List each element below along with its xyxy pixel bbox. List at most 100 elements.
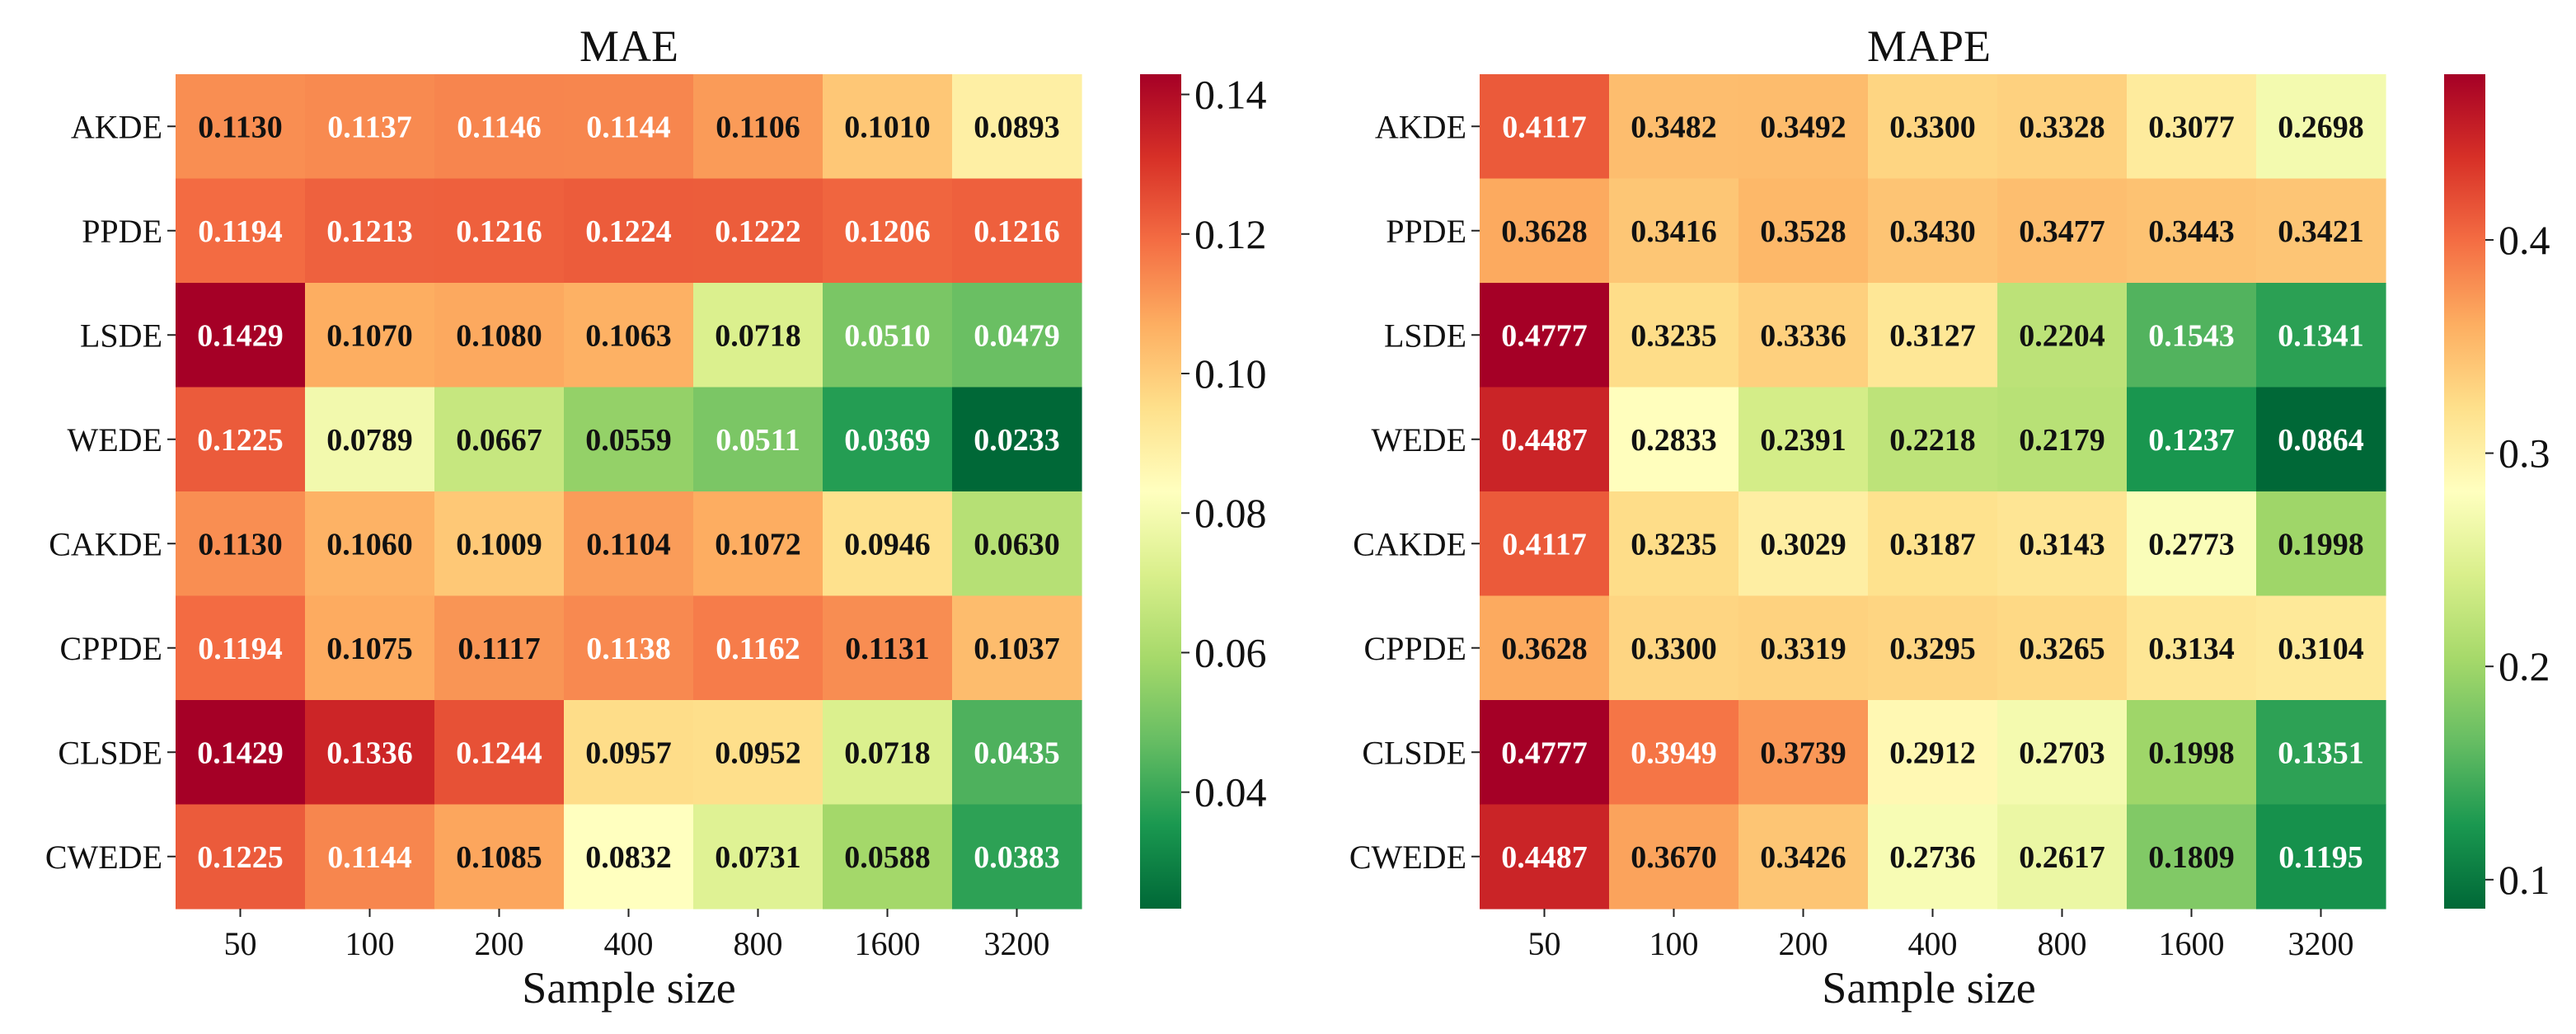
- mape-cell: [1868, 283, 1998, 388]
- mae-cell: [305, 74, 435, 180]
- mae-cell-label: 0.0559: [585, 423, 672, 458]
- mae-cell: [823, 804, 953, 909]
- mape-cell-label: 0.3528: [1760, 214, 1846, 249]
- mape-cell: [2127, 178, 2257, 284]
- mape-cell-label: 0.3426: [1760, 840, 1846, 875]
- mae-cell-label: 0.1429: [197, 318, 284, 353]
- mape-cell: [1738, 74, 1869, 180]
- mae-cell-label: 0.1080: [456, 318, 542, 353]
- mape-cell-label: 0.3319: [1760, 632, 1846, 666]
- mape-cell-label: 0.3416: [1631, 214, 1717, 249]
- mape-x-tick-label: 50: [1528, 925, 1561, 962]
- mape-colorbar-tick-label: 0.2: [2499, 643, 2550, 689]
- mape-cell-label: 0.2736: [1889, 840, 1976, 875]
- mae-x-tick-label: 50: [224, 925, 257, 962]
- mape-y-tick-label: PPDE: [1386, 213, 1466, 250]
- mape-cell: [1738, 804, 1869, 909]
- mae-cell-label: 0.1075: [326, 632, 413, 666]
- mape-cell-label: 0.2912: [1889, 736, 1976, 770]
- mae-cell-label: 0.1037: [974, 632, 1060, 666]
- mape-cell-label: 0.2833: [1631, 423, 1717, 458]
- mape-heatmap-panel: MAPE 0.4117 0.3482 0.3492 0.3300 0.3328 0.307…: [1349, 21, 2550, 1013]
- mae-cell: [952, 283, 1082, 388]
- mae-colorbar: 0.04 0.06 0.08 0.10 0.12 0.14: [1140, 72, 1267, 909]
- mape-cell-label: 0.3295: [1889, 632, 1976, 666]
- mae-cell-label: 0.1146: [457, 110, 541, 144]
- mape-cell: [2256, 804, 2386, 909]
- mape-cell: [1997, 387, 2128, 492]
- mae-cell-label: 0.0630: [974, 527, 1060, 562]
- mae-colorbar-gradient: [1140, 74, 1181, 909]
- mae-y-tick-label: PPDE: [82, 213, 162, 250]
- mape-cell-label: 0.3328: [2019, 110, 2105, 144]
- mape-cell: [1480, 804, 1610, 909]
- mape-cell-label: 0.4777: [1501, 736, 1588, 770]
- mae-cell: [176, 804, 306, 909]
- mape-cell: [1997, 595, 2128, 701]
- mae-cell-label: 0.1225: [197, 423, 284, 458]
- mape-cell-label: 0.2179: [2019, 423, 2105, 458]
- mape-cell-label: 0.2617: [2019, 840, 2105, 875]
- mape-cell: [1738, 595, 1869, 701]
- mae-cell-label: 0.1194: [198, 632, 282, 666]
- mae-cell: [176, 700, 306, 806]
- mape-cell: [1480, 283, 1610, 388]
- mae-cell-label: 0.1144: [327, 840, 411, 875]
- mae-cell: [434, 283, 565, 388]
- mae-cell-label: 0.0510: [844, 318, 931, 353]
- mae-cell-label: 0.1060: [326, 527, 413, 562]
- mae-cell-label: 0.0731: [715, 840, 801, 875]
- mape-cell-label: 0.1351: [2278, 736, 2364, 770]
- mae-cell: [564, 491, 694, 597]
- mape-cell: [1480, 387, 1610, 492]
- mape-y-axis: AKDE PPDE LSDE WEDE CAKDE CPPDE CLSDE CWEDE: [1349, 108, 1480, 876]
- mape-cell: [1868, 178, 1998, 284]
- mae-cell-label: 0.1162: [716, 632, 800, 666]
- mae-cell: [693, 74, 823, 180]
- mae-cell-label: 0.1117: [457, 632, 540, 666]
- mape-x-tick-label: 200: [1779, 925, 1828, 962]
- mae-y-tick-label: CPPDE: [60, 630, 163, 667]
- mae-cell: [176, 387, 306, 492]
- mae-colorbar-tick-label: 0.08: [1194, 490, 1267, 536]
- mae-x-tick-label: 800: [734, 925, 783, 962]
- mae-colorbar-tick-label: 0.06: [1194, 629, 1267, 675]
- mape-cell: [1868, 595, 1998, 701]
- mae-cell: [693, 387, 823, 492]
- mape-colorbar-gradient: [2444, 74, 2485, 909]
- mae-cell: [305, 491, 435, 597]
- mape-cell-label: 0.4487: [1501, 423, 1588, 458]
- mape-cell: [2256, 700, 2386, 806]
- mae-x-axis: 50 100 200 400 800 1600 3200: [224, 909, 1050, 962]
- mae-cell-label: 0.1010: [844, 110, 931, 144]
- mae-y-tick-label: LSDE: [80, 317, 162, 354]
- mae-cell: [434, 74, 565, 180]
- mape-cell-label: 0.1998: [2278, 527, 2364, 562]
- mape-cell-label: 0.3670: [1631, 840, 1717, 875]
- mape-cell: [1609, 595, 1739, 701]
- mape-cell-label: 0.3628: [1501, 632, 1588, 666]
- mae-cell-label: 0.1070: [326, 318, 413, 353]
- mae-cell-label: 0.1085: [456, 840, 542, 875]
- mape-cell-label: 0.4777: [1501, 318, 1588, 353]
- mae-cell-label: 0.1336: [326, 736, 413, 770]
- mae-cell-label: 0.0435: [974, 736, 1060, 770]
- mae-x-axis-title: Sample size: [522, 963, 735, 1013]
- mape-cell: [1997, 491, 2128, 597]
- mae-cell: [823, 595, 953, 701]
- mape-cell-label: 0.3104: [2278, 632, 2364, 666]
- mape-cell: [1609, 804, 1739, 909]
- mape-cell-label: 0.3300: [1631, 632, 1717, 666]
- mae-cell-label: 0.0718: [844, 736, 931, 770]
- mape-cell-label: 0.3127: [1889, 318, 1976, 353]
- mape-y-tick-label: CPPDE: [1364, 630, 1467, 667]
- mae-cell: [564, 387, 694, 492]
- mape-y-tick-label: CLSDE: [1362, 734, 1466, 771]
- mape-cell-label: 0.3949: [1631, 736, 1717, 770]
- mae-cell: [564, 178, 694, 284]
- mae-cell-label: 0.1213: [326, 214, 413, 249]
- mae-cell-label: 0.0667: [456, 423, 542, 458]
- mae-cell-label: 0.1104: [586, 527, 670, 562]
- mape-cell-label: 0.1998: [2148, 736, 2235, 770]
- mae-cell: [952, 178, 1082, 284]
